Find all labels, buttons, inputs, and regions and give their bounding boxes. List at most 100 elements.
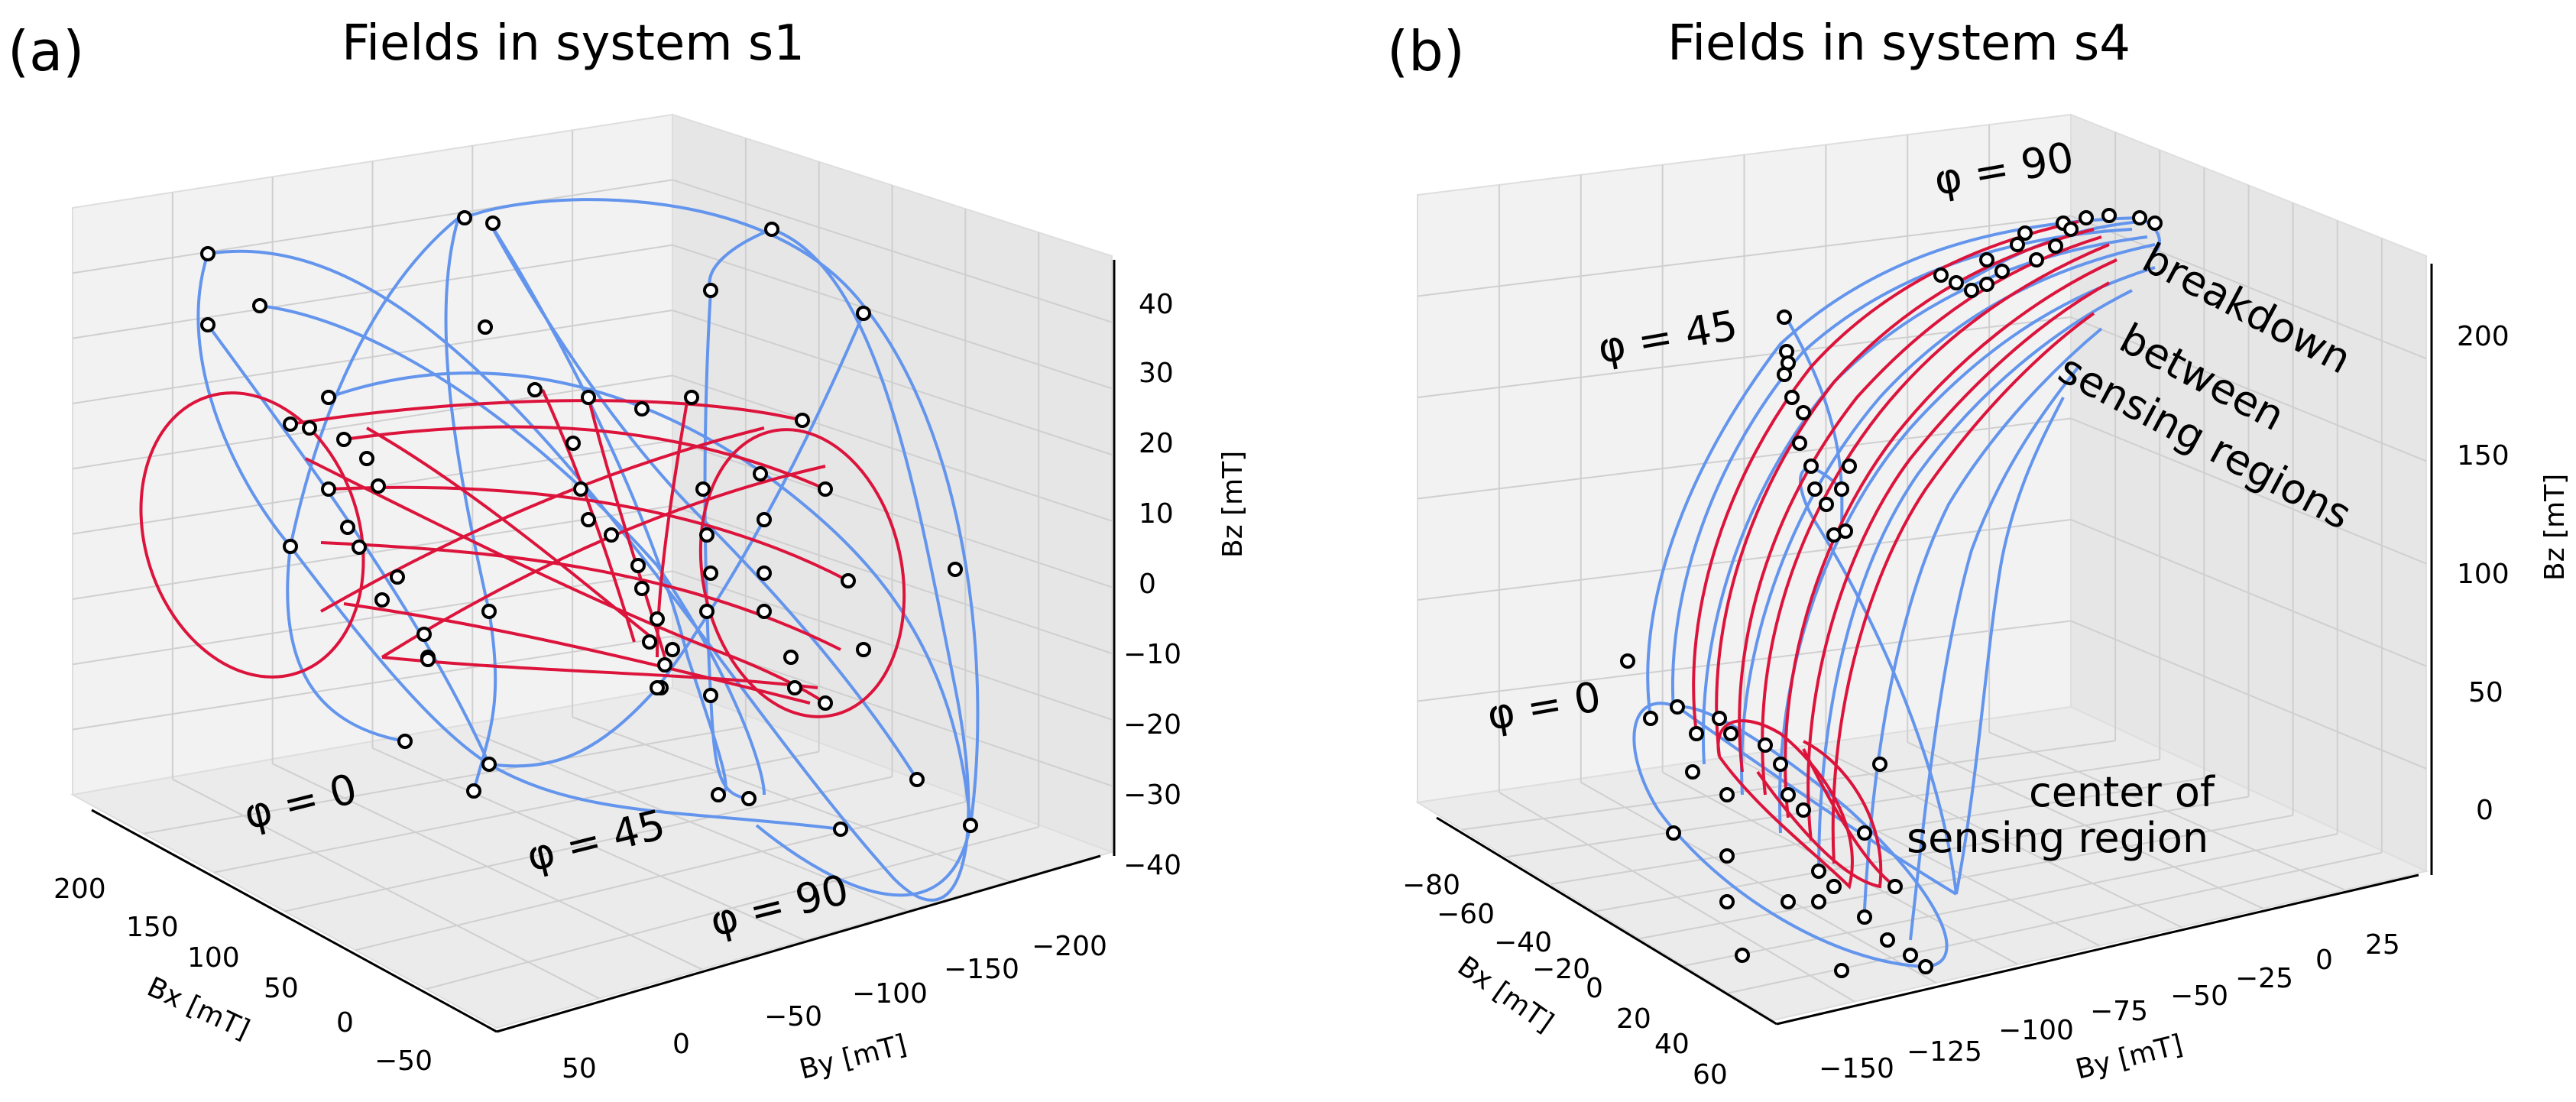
chart-a-sample-point [833, 822, 848, 837]
chart-b-grid [1417, 125, 2427, 1003]
chart-b-blue-trace [1909, 365, 2080, 941]
chart-b-sample-point [1781, 787, 1796, 802]
chart-a-z-axis-label: Bz [mT] [1217, 451, 1249, 558]
chart-a-sample-point [481, 757, 497, 772]
chart-b-sample-point [2101, 208, 2117, 223]
chart-a-x-tick: 50 [264, 973, 299, 1004]
chart-b-sample-point [2017, 225, 2033, 241]
chart-a-red-trace [343, 602, 811, 705]
chart-b-blue-trace [1817, 289, 2133, 872]
chart-b-sample-point [1834, 963, 1849, 978]
chart-b-red-trace [1716, 719, 1854, 890]
chart-b-sample-point [1685, 764, 1700, 780]
chart-b-y-ticks: −150 −125 −100 −75 −50 −25 0 25 [1819, 929, 2400, 1084]
chart-b-x-tick: −40 [1494, 927, 1552, 958]
chart-a-red-trace [328, 485, 849, 582]
chart-a-sample-point [695, 481, 711, 497]
chart-b-sample-point [1857, 825, 1872, 841]
chart-b-y-tick: 0 [2315, 945, 2333, 976]
chart-b-sample-point [2132, 210, 2147, 225]
chart-a-z-tick: 10 [1139, 498, 1174, 530]
chart-a-z-tick: 0 [1139, 569, 1156, 600]
chart-b-x-axis-line [1436, 816, 1777, 1026]
chart-b-x-tick: 60 [1693, 1059, 1728, 1091]
grid-line [672, 570, 1113, 721]
chart-a-red-trace [381, 656, 818, 689]
chart-b-z-tick: 150 [2457, 440, 2510, 472]
chart-b-sample-point [1712, 711, 1727, 726]
chart-b-blue-trace [1676, 705, 1958, 896]
grid-line [284, 776, 893, 912]
grid-line [143, 725, 747, 835]
chart-a-x-ticks: 200 150 100 50 0 −50 [53, 873, 433, 1077]
chart-a-sample-point [657, 657, 672, 673]
chart-b-red-trace [1692, 220, 2079, 734]
chart-b-sample-point [1792, 436, 1807, 451]
chart-a-sample-point [457, 210, 472, 225]
chart-b-sample-point [1811, 894, 1826, 909]
grid-line [1417, 215, 2072, 297]
grid-line [1417, 519, 2072, 601]
chart-a-x-axis-line [91, 809, 497, 1033]
chart-a-z-tick: −20 [1123, 709, 1181, 741]
chart-a-sample-point [485, 216, 501, 231]
chart-a-x-axis-label: Bx [mT] [142, 971, 254, 1045]
chart-a-blue-trace [488, 313, 865, 768]
chart-a-sample-point [699, 604, 714, 619]
chart-b-z-axis-label: Bz [mT] [2539, 474, 2571, 581]
chart-a-red-trace [381, 465, 826, 659]
chart-a-sample-point [283, 416, 298, 432]
chart-b-sample-point [1803, 459, 1819, 474]
chart-a-sample-point [371, 478, 386, 494]
chart-a-sample-point [604, 527, 619, 543]
chart-a-blue-trace [206, 323, 841, 831]
chart-b-title: Fields in system s4 [1667, 15, 2130, 72]
chart-b-sample-point [1819, 497, 1834, 512]
chart-a-sample-point [390, 569, 405, 585]
chart-a-y-axis-label: By [mT] [796, 1029, 909, 1085]
chart-a-sample-point [321, 390, 336, 405]
grid-line [672, 244, 1113, 390]
chart-a-blue-trace [259, 304, 766, 796]
chart-a-red-trace [305, 457, 827, 705]
chart-b-sample-point [2063, 222, 2079, 237]
chart-b-sample-point [1777, 367, 1792, 382]
chart-b-sample-point [1723, 726, 1738, 741]
chart-a-red-loop [698, 428, 906, 718]
chart-a-z-ticks: 40 30 20 10 0 −10 −20 −30 −40 [1123, 289, 1181, 881]
chart-b-blue-trace [1787, 320, 1844, 536]
chart-a-sample-point [302, 420, 317, 436]
chart-b-sample-point [1933, 267, 1949, 283]
chart-a-sample-point [581, 512, 596, 527]
grid-line [1595, 796, 2249, 912]
chart-b-annotation-center-1: center of [2029, 768, 2216, 816]
chart-b-x-tick: −80 [1402, 870, 1460, 901]
chart-a-sample-point [909, 772, 925, 787]
chart-b-x-tick: 0 [1586, 973, 1603, 1004]
chart-b-sample-point [1807, 481, 1823, 497]
grid-line [2070, 519, 2427, 667]
chart-a-x-tick: 200 [53, 873, 106, 905]
chart-b-blue-trace [1863, 327, 2103, 910]
chart-a-sample-point [818, 695, 833, 711]
chart-a-red-trace [366, 426, 659, 643]
chart-b-sample-point [1689, 726, 1704, 741]
chart-b-sample-point [1643, 711, 1658, 726]
grid-line [1639, 814, 2293, 940]
chart-b-sample-point [1838, 523, 1853, 539]
chart-a-sample-point [818, 481, 833, 497]
chart-b-sample-point [1773, 757, 1788, 772]
chart-b-z-ticks: 200 150 100 50 0 [2457, 321, 2510, 826]
chart-a-inner-traces [139, 389, 906, 718]
chart-a-sample-point [634, 401, 650, 416]
grid-line [672, 179, 1113, 323]
chart-a-sample-point [856, 306, 871, 321]
chart-a-sample-point [795, 413, 810, 428]
chart-b-y-tick: −50 [2170, 980, 2228, 1012]
chart-a-sample-point [703, 688, 718, 703]
chart-b-sample-point [1781, 894, 1796, 909]
chart-a-sample-point [783, 650, 799, 665]
chart-a-z-tick: −40 [1123, 850, 1181, 881]
chart-b-sample-point [1796, 802, 1811, 818]
